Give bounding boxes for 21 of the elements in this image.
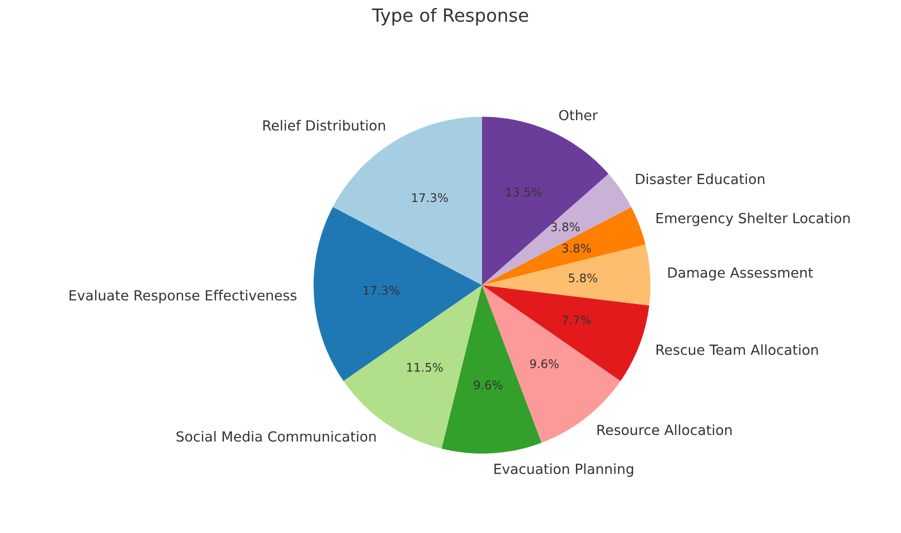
slice-label: Damage Assessment <box>668 268 813 281</box>
slice-label: Disaster Education <box>636 173 764 184</box>
chart-title: Type of Response <box>372 8 528 26</box>
data-label: 7.7% <box>562 316 591 324</box>
slice-label: Other <box>559 110 598 120</box>
slice-label: Emergency Shelter Location <box>656 212 850 226</box>
slice-label: Evacuation Planning <box>494 463 634 477</box>
slice-label: Relief Distribution <box>263 120 385 131</box>
data-label: 11.5% <box>407 362 443 372</box>
slice-label: Rescue Team Allocation <box>656 344 818 356</box>
data-label: 17.3% <box>412 193 448 202</box>
data-label: 13.5% <box>506 188 542 196</box>
data-label: 9.6% <box>530 359 559 368</box>
data-label: 3.8% <box>562 244 591 253</box>
slice-label: Evaluate Response Effectiveness <box>70 290 296 304</box>
data-label: 3.8% <box>551 222 580 232</box>
data-label: 5.8% <box>568 273 598 282</box>
data-label: 9.6% <box>474 380 502 390</box>
slice-label: Resource Allocation <box>598 424 732 436</box>
data-label: 17.3% <box>364 286 400 295</box>
slice-label: Social Media Communication <box>176 430 376 442</box>
